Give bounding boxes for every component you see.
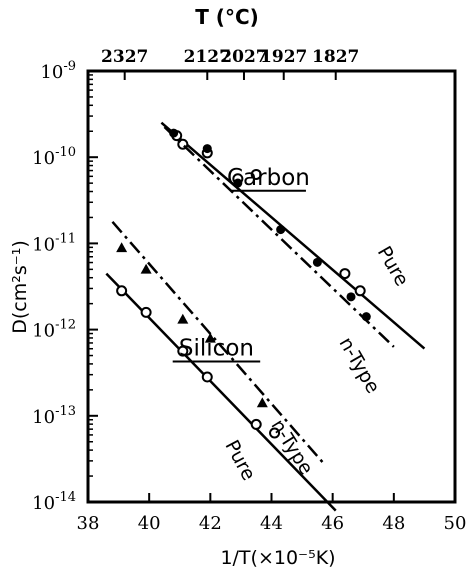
top-tick-label: 1827 xyxy=(312,47,359,67)
data-point xyxy=(169,128,179,138)
y-axis-title: D(cm²s⁻¹) xyxy=(9,240,31,334)
data-point xyxy=(140,306,152,318)
data-point xyxy=(140,263,152,274)
x-axis: 38 40 42 44 46 48 50 xyxy=(77,493,467,534)
data-point xyxy=(116,285,128,297)
top-axis-title: T (°C) xyxy=(195,5,259,29)
data-point xyxy=(361,312,371,322)
data-point xyxy=(276,225,286,235)
annotation-label: n-Type xyxy=(335,334,384,398)
annotation-label: Silicon xyxy=(179,335,254,361)
x-tick-label: 50 xyxy=(444,513,467,534)
data-point xyxy=(312,257,322,267)
y-tick-label: 10-11 xyxy=(32,231,76,255)
y-tick-label: 10-9 xyxy=(40,59,76,83)
data-point xyxy=(233,178,243,188)
y-tick-label: 10-13 xyxy=(32,404,76,428)
data-point xyxy=(269,427,281,439)
data-point xyxy=(204,332,216,343)
series-line xyxy=(160,121,426,350)
annotation-label: Carbon xyxy=(227,165,310,191)
data-point xyxy=(201,371,213,383)
y-axis: 10-14 10-13 10-12 10-11 10-10 10-9 xyxy=(32,59,98,514)
y-tick-label: 10-14 xyxy=(32,490,76,514)
data-point xyxy=(346,292,356,302)
data-point xyxy=(250,168,262,180)
x-tick-label: 38 xyxy=(77,513,100,534)
series-line xyxy=(163,126,395,348)
x-tick-label: 44 xyxy=(260,513,283,534)
x-tick-label: 42 xyxy=(199,513,222,534)
x-axis-title: 1/T(×10⁻⁵K) xyxy=(220,547,335,569)
data-point xyxy=(177,313,189,324)
top-tick-label: 2027 xyxy=(220,47,267,67)
data-point xyxy=(354,285,366,297)
data-point xyxy=(177,345,189,357)
data-point xyxy=(202,144,212,154)
data-point xyxy=(116,242,128,253)
x-tick-label: 40 xyxy=(138,513,161,534)
annotation-label: Pure xyxy=(220,437,259,485)
x-tick-label: 46 xyxy=(321,513,344,534)
annotation-label: Pure xyxy=(373,242,413,290)
y-tick-label: 10-10 xyxy=(32,145,76,169)
top-tick-label: 2327 xyxy=(101,47,148,67)
data-point xyxy=(339,268,351,280)
data-point xyxy=(250,418,262,430)
y-tick-label: 10-12 xyxy=(32,318,76,342)
series-layer xyxy=(105,121,426,512)
data-point xyxy=(256,397,268,408)
top-tick-label: 1927 xyxy=(260,47,307,67)
x-tick-label: 48 xyxy=(382,513,405,534)
top-tick-label: 2127 xyxy=(184,47,231,67)
